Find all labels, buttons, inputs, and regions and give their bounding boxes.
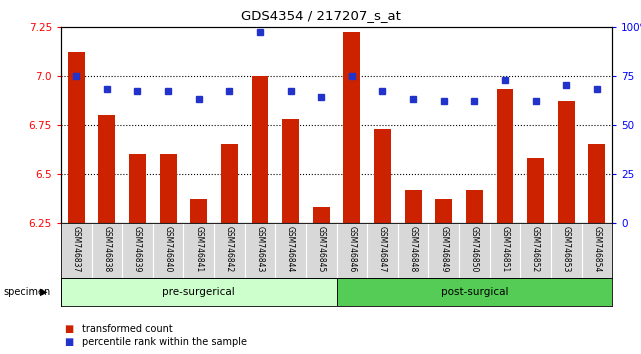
- Text: ■: ■: [64, 337, 73, 347]
- Bar: [558, 101, 574, 223]
- Bar: [313, 207, 329, 223]
- Bar: [160, 154, 176, 223]
- Text: GSM746844: GSM746844: [286, 226, 295, 272]
- Text: specimen: specimen: [3, 287, 51, 297]
- Bar: [374, 129, 391, 223]
- Text: GSM746852: GSM746852: [531, 226, 540, 272]
- Bar: [344, 33, 360, 223]
- Bar: [527, 158, 544, 223]
- Bar: [99, 115, 115, 223]
- Text: GSM746846: GSM746846: [347, 226, 356, 272]
- Bar: [221, 144, 238, 223]
- Text: GSM746845: GSM746845: [317, 226, 326, 272]
- Text: ▶: ▶: [40, 287, 47, 297]
- Text: GSM746853: GSM746853: [562, 226, 570, 272]
- Text: GSM746839: GSM746839: [133, 226, 142, 272]
- Text: pre-surgerical: pre-surgerical: [162, 287, 235, 297]
- Bar: [497, 90, 513, 223]
- Text: GSM746841: GSM746841: [194, 226, 203, 272]
- Text: GSM746840: GSM746840: [163, 226, 172, 272]
- Bar: [190, 199, 207, 223]
- Text: transformed count: transformed count: [82, 324, 173, 334]
- Text: ■: ■: [64, 324, 73, 334]
- Bar: [337, 278, 612, 306]
- Bar: [588, 144, 605, 223]
- Text: post-surgical: post-surgical: [440, 287, 508, 297]
- Text: GSM746838: GSM746838: [103, 226, 112, 272]
- Text: GSM746854: GSM746854: [592, 226, 601, 272]
- Text: GSM746843: GSM746843: [256, 226, 265, 272]
- Text: GSM746851: GSM746851: [501, 226, 510, 272]
- Bar: [61, 278, 337, 306]
- Bar: [68, 52, 85, 223]
- Text: GSM746847: GSM746847: [378, 226, 387, 272]
- Bar: [435, 199, 452, 223]
- Bar: [129, 154, 146, 223]
- Text: GSM746842: GSM746842: [225, 226, 234, 272]
- Bar: [282, 119, 299, 223]
- Text: GSM746837: GSM746837: [72, 226, 81, 272]
- Text: GDS4354 / 217207_s_at: GDS4354 / 217207_s_at: [240, 9, 401, 22]
- Bar: [466, 190, 483, 223]
- Bar: [251, 76, 269, 223]
- Bar: [404, 190, 422, 223]
- Text: GSM746849: GSM746849: [439, 226, 448, 272]
- Text: percentile rank within the sample: percentile rank within the sample: [82, 337, 247, 347]
- Text: GSM746848: GSM746848: [408, 226, 417, 272]
- Text: GSM746850: GSM746850: [470, 226, 479, 272]
